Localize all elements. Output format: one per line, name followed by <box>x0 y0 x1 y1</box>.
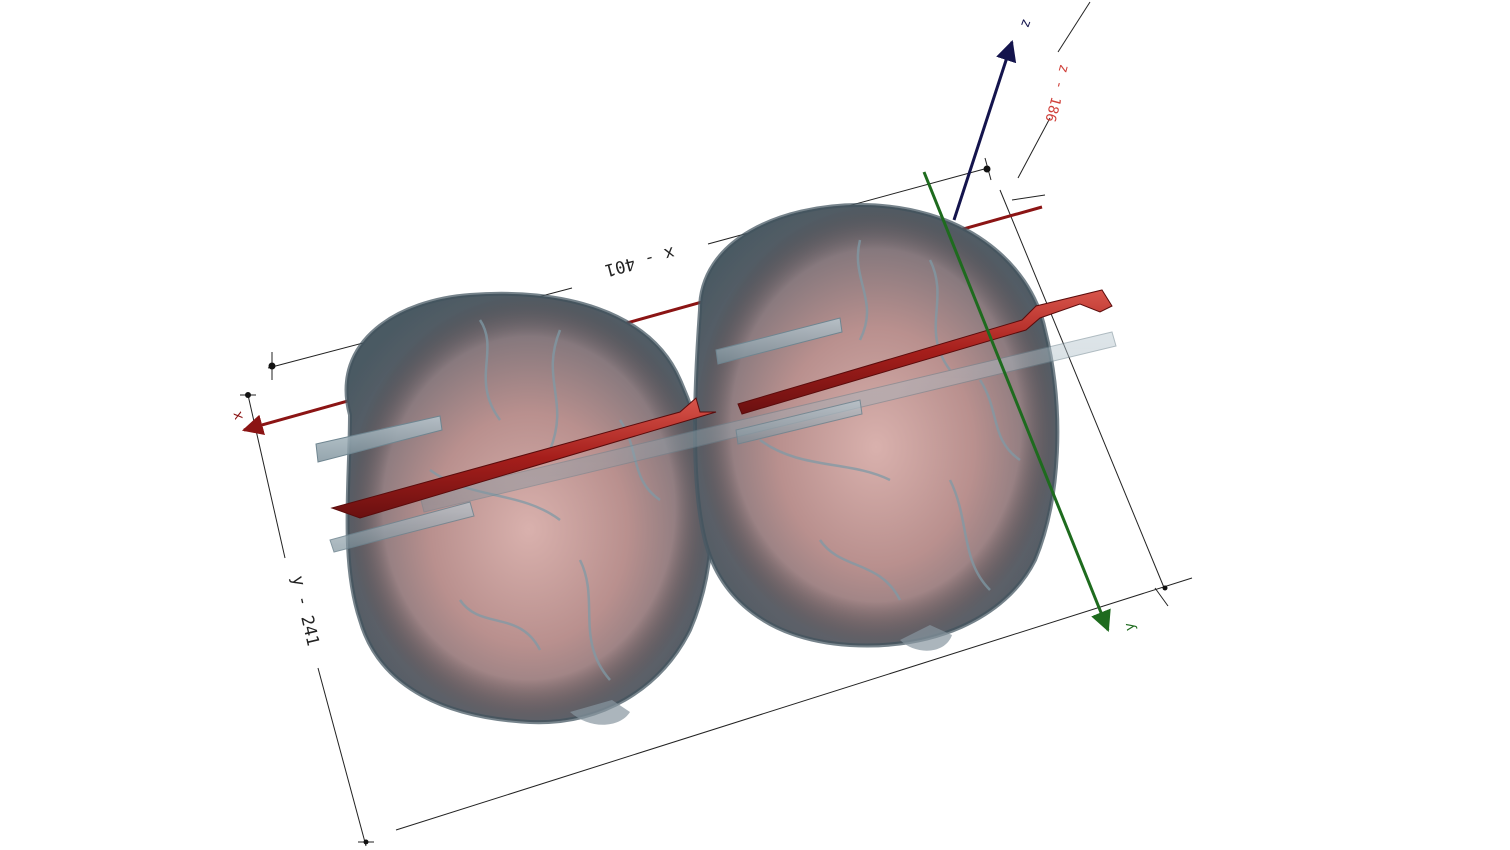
skull-left <box>344 291 714 725</box>
y-axis-label: y <box>1122 621 1139 632</box>
stereotactic-rods <box>315 317 1117 553</box>
y-dimension-label: y - 241 <box>287 574 323 648</box>
implant-electrode <box>330 289 1113 519</box>
x-axis-label: x <box>229 410 247 422</box>
skull-right <box>693 202 1060 651</box>
skull-left-vessels <box>429 319 661 681</box>
z-axis <box>952 40 1017 221</box>
dimension-ticks <box>245 165 1168 845</box>
bounding-box <box>240 1 1193 847</box>
x-dimension-label: x - 401 <box>603 242 677 280</box>
y-axis <box>922 171 1111 632</box>
skull-right-vessels <box>759 239 1021 601</box>
z-dimension-label: z - 186 <box>1041 62 1072 123</box>
z-axis-label: z <box>1017 17 1035 30</box>
